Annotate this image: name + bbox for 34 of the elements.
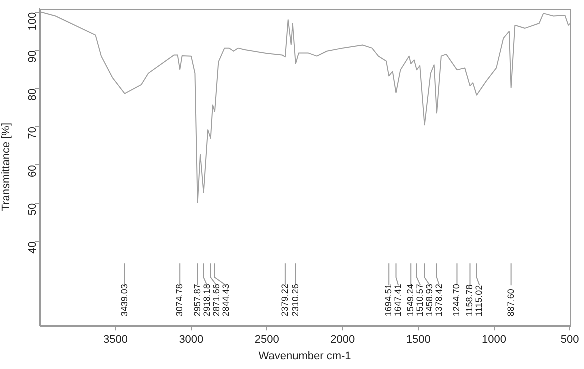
- annotation: 2379.22: [280, 284, 290, 317]
- annotation: 1244.70: [452, 284, 462, 317]
- annotation: 3074.78: [174, 284, 185, 317]
- y-tick-label: 60: [27, 165, 40, 178]
- annotation: 1549.24: [406, 284, 416, 317]
- annotation: 1647.41: [393, 284, 404, 317]
- annotation: 1694.51: [384, 284, 394, 317]
- y-tick-label: 50: [27, 203, 40, 216]
- annotation: 3439.03: [119, 284, 130, 317]
- annotation: 2844.43: [220, 284, 231, 317]
- x-tick-label: 1000: [482, 334, 507, 346]
- y-axis-title: Transmittance [%]: [0, 122, 13, 212]
- y-tick-label: 90: [27, 50, 40, 63]
- x-tick-label: 2500: [254, 334, 280, 346]
- y-tick-label: 40: [27, 242, 40, 254]
- annotation: 1158.78: [464, 284, 475, 317]
- annotation: 2918.18: [202, 284, 212, 317]
- y-tick-label: 80: [27, 88, 40, 102]
- annotation: 887.60: [506, 289, 516, 317]
- x-tick-label: 3500: [103, 334, 128, 346]
- annotation: 2871.66: [211, 284, 222, 317]
- y-tick-label: 100: [27, 12, 40, 31]
- x-tick-label: 2000: [330, 334, 356, 346]
- x-tick-label: 3000: [179, 334, 204, 346]
- annotation: 2957.87: [192, 284, 202, 317]
- annotation: 1510.57: [415, 284, 426, 317]
- annotation: 1458.93: [424, 284, 435, 317]
- annotation: 1115.02: [474, 285, 484, 317]
- annotation: 2310.26: [290, 284, 300, 317]
- x-axis-title: Wavenumber cm-1: [258, 350, 352, 362]
- x-tick-label: 500: [560, 334, 580, 346]
- x-tick-label: 1500: [406, 334, 431, 346]
- y-tick-label: 70: [27, 127, 40, 140]
- annotation: 1378.42: [434, 284, 444, 317]
